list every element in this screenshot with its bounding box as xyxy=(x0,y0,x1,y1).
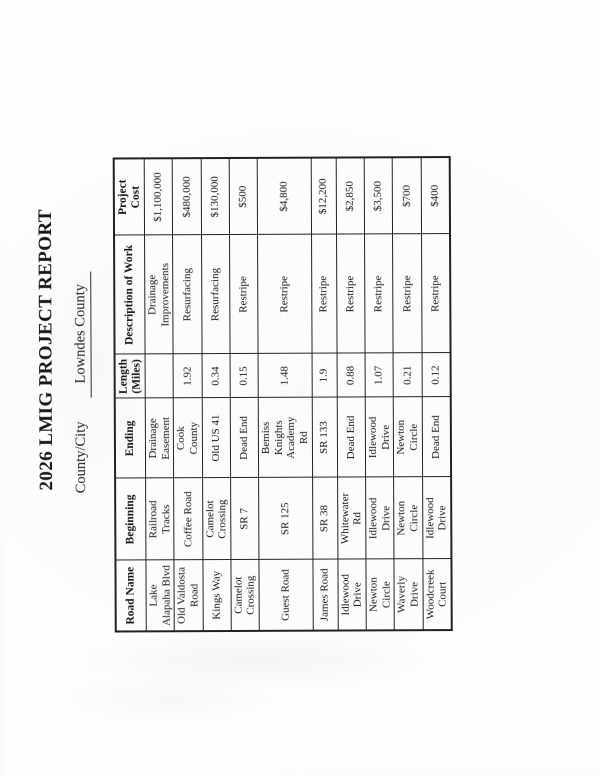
table-cell: $12,200 xyxy=(310,157,337,235)
table-cell: Kings Way xyxy=(202,559,232,632)
table-row: James Road SR 38 SR 133 1.9 Restripe $12,200 xyxy=(310,157,338,631)
table-row: Newton Circle Idlewood Drive Idlewood Driv… xyxy=(364,157,395,631)
table-cell: 1.9 xyxy=(311,353,337,398)
table-cell: $1,100,000 xyxy=(144,158,173,236)
table-cell: SR 133 xyxy=(311,397,338,478)
table-cell: Restripe xyxy=(257,234,312,354)
table-cell xyxy=(145,354,174,399)
table-cell: Dead End xyxy=(336,397,366,478)
table-cell: $3,500 xyxy=(364,157,393,235)
table-cell: Restripe xyxy=(311,234,337,354)
table-cell: Dead End xyxy=(421,397,451,478)
table-cell: 1.92 xyxy=(173,354,202,399)
table-cell: Restripe xyxy=(421,234,451,354)
table-cell: SR 7 xyxy=(230,477,260,560)
table-cell: Restripe xyxy=(364,234,394,354)
table-row: Old Valdosta Road Coffee Road Cook County 1… xyxy=(172,158,203,632)
table-cell: Restripe xyxy=(336,234,366,354)
table-cell: Cook County xyxy=(173,398,203,479)
table-row: Woodcreek Court Idlewood Drive Dead End 0.1… xyxy=(420,157,452,631)
table-cell: Drainage Easement xyxy=(145,398,174,479)
table-row: Camelot Crossing SR 7 Dead End 0.15 Restripe… xyxy=(229,157,260,631)
table-cell: Bemiss Knights Academy Rd xyxy=(258,397,313,478)
table-cell: 1.07 xyxy=(365,353,394,398)
table-cell: 0.34 xyxy=(201,354,231,399)
table-cell: $700 xyxy=(392,157,422,235)
column-header: Length (Miles) xyxy=(114,354,146,399)
table-cell: Whitewater Rd xyxy=(337,477,366,560)
table-cell: 0.21 xyxy=(393,353,422,398)
table-cell: Coffee Road xyxy=(173,478,203,561)
table-row: Waverly Drive Newton Circle Newton Circle 0… xyxy=(392,157,423,631)
county-city-label: County/City xyxy=(72,421,90,494)
table-cell: Idlewood Drive xyxy=(365,397,394,478)
table-header-row: Road Name Beginning Ending Length (Miles) De… xyxy=(113,158,147,632)
table-cell: SR 125 xyxy=(258,477,313,560)
table-cell: Newton Circle xyxy=(393,397,423,478)
table-row: Lake Alapaha Blvd Railroad Tracks Drainage… xyxy=(144,158,175,632)
table-cell: $500 xyxy=(229,157,258,236)
table-cell: Idlewood Drive xyxy=(422,477,452,560)
table-cell: Camelot Crossing xyxy=(202,477,231,561)
table-row: Kings Way Camelot Crossing Old US 41 0.34 Re… xyxy=(200,158,232,632)
table-cell: Railroad Tracks xyxy=(145,478,175,561)
county-city-value: Lowndes County xyxy=(71,272,92,398)
column-header: Road Name xyxy=(115,560,147,632)
column-header: Description of Work xyxy=(114,235,146,355)
column-header: Project Cost xyxy=(113,158,145,236)
table-cell: Resurfacing xyxy=(172,235,202,355)
table-cell: Idlewood Drive xyxy=(337,559,367,631)
table-cell: Newton Circle xyxy=(365,559,395,631)
table-cell: Idlewood Drive xyxy=(365,477,395,560)
table-body: Lake Alapaha Blvd Railroad Tracks Drainage… xyxy=(144,157,452,632)
table-cell: Waverly Drive xyxy=(394,559,423,631)
table-cell: SR 38 xyxy=(312,477,338,560)
table-cell: James Road xyxy=(312,559,338,631)
table-cell: Restripe xyxy=(229,234,259,355)
table-cell: 1.48 xyxy=(258,353,312,398)
table-cell: Dead End xyxy=(230,397,259,478)
table-cell: Resurfacing xyxy=(201,235,230,355)
table-cell: Old Valdosta Road xyxy=(174,560,203,632)
table-cell: Drainage Improvements xyxy=(144,235,174,355)
table-cell: $480,000 xyxy=(172,158,202,236)
table-cell: Old US 41 xyxy=(201,397,231,479)
table-cell: Guest Road xyxy=(259,559,313,631)
table-cell: 0.88 xyxy=(336,353,366,398)
table-cell: $400 xyxy=(420,157,450,235)
table-cell: 0.15 xyxy=(229,353,259,398)
table-cell: $4,800 xyxy=(257,157,312,235)
table-cell: Restripe xyxy=(392,234,422,354)
table-cell: $130,000 xyxy=(200,158,230,236)
project-table: Road Name Beginning Ending Length (Miles) De… xyxy=(112,156,453,633)
table-cell: $2,850 xyxy=(335,157,365,235)
table-cell: Lake Alapaha Blvd xyxy=(145,560,175,632)
column-header: Beginning xyxy=(115,478,146,561)
column-header: Ending xyxy=(114,398,146,479)
table-cell: Woodcreek Court xyxy=(422,559,452,631)
table-row: Idlewood Drive Whitewater Rd Dead End 0.88 R… xyxy=(335,157,367,631)
table-cell: Camelot Crossing xyxy=(230,559,260,631)
county-city-line: County/City Lowndes County xyxy=(70,0,93,771)
table-cell: Newton Circle xyxy=(393,477,423,560)
report-title: 2026 LMIG PROJECT REPORT xyxy=(34,209,58,491)
table-cell: 0.12 xyxy=(421,353,451,398)
table-row: Guest Road SR 125 Bemiss Knights Academy R… xyxy=(257,157,313,631)
